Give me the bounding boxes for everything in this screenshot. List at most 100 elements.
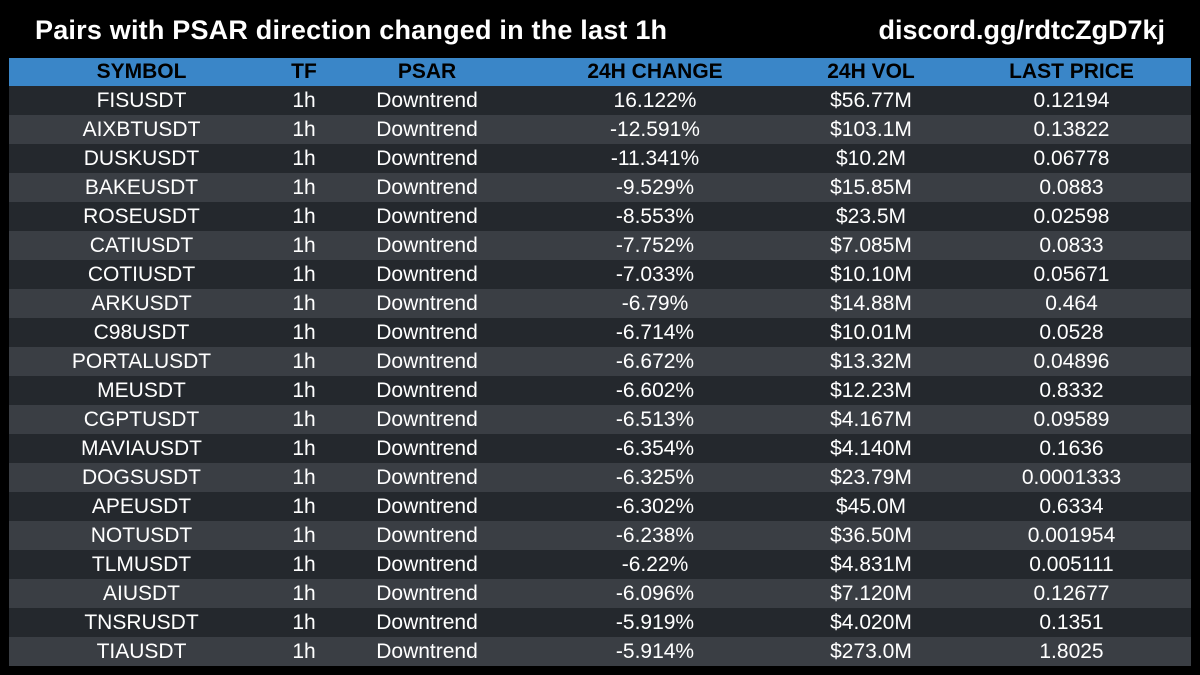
cell-volume-24h: $7.120M: [790, 579, 952, 608]
cell-symbol: MAVIAUSDT: [9, 434, 274, 463]
page-title: Pairs with PSAR direction changed in the…: [35, 15, 668, 45]
discord-link[interactable]: discord.gg/rdtcZgD7kj: [878, 15, 1165, 45]
cell-symbol: NOTUSDT: [9, 521, 274, 550]
cell-psar: Downtrend: [334, 202, 520, 231]
table-row: ARKUSDT 1h Downtrend -6.79% $14.88M 0.464: [9, 289, 1191, 318]
cell-tf: 1h: [274, 260, 334, 289]
cell-tf: 1h: [274, 637, 334, 666]
cell-last-price: 0.464: [952, 289, 1191, 318]
table-header-row: SYMBOL TF PSAR 24H CHANGE 24H VOL LAST PRICE: [9, 58, 1191, 86]
column-header-tf: TF: [274, 58, 334, 86]
cell-tf: 1h: [274, 86, 334, 115]
cell-volume-24h: $4.020M: [790, 608, 952, 637]
table-row: PORTALUSDT 1h Downtrend -6.672% $13.32M 0.048…: [9, 347, 1191, 376]
table-row: CATIUSDT 1h Downtrend -7.752% $7.085M 0.0833: [9, 231, 1191, 260]
cell-tf: 1h: [274, 231, 334, 260]
table-row: DOGSUSDT 1h Downtrend -6.325% $23.79M 0.00013…: [9, 463, 1191, 492]
cell-change-24h: -9.529%: [520, 173, 790, 202]
cell-volume-24h: $7.085M: [790, 231, 952, 260]
cell-volume-24h: $23.79M: [790, 463, 952, 492]
cell-psar: Downtrend: [334, 173, 520, 202]
cell-change-24h: -7.033%: [520, 260, 790, 289]
cell-tf: 1h: [274, 434, 334, 463]
cell-psar: Downtrend: [334, 318, 520, 347]
cell-last-price: 0.0883: [952, 173, 1191, 202]
cell-tf: 1h: [274, 579, 334, 608]
cell-tf: 1h: [274, 376, 334, 405]
cell-tf: 1h: [274, 318, 334, 347]
cell-psar: Downtrend: [334, 347, 520, 376]
table-row: TIAUSDT 1h Downtrend -5.914% $273.0M 1.8025: [9, 637, 1191, 666]
cell-last-price: 0.0833: [952, 231, 1191, 260]
cell-psar: Downtrend: [334, 231, 520, 260]
column-header-last-price: LAST PRICE: [952, 58, 1191, 86]
cell-psar: Downtrend: [334, 115, 520, 144]
cell-last-price: 0.05671: [952, 260, 1191, 289]
table-row: COTIUSDT 1h Downtrend -7.033% $10.10M 0.05671: [9, 260, 1191, 289]
cell-change-24h: -7.752%: [520, 231, 790, 260]
cell-change-24h: -8.553%: [520, 202, 790, 231]
cell-symbol: TNSRUSDT: [9, 608, 274, 637]
cell-last-price: 0.13822: [952, 115, 1191, 144]
cell-tf: 1h: [274, 173, 334, 202]
table-row: TNSRUSDT 1h Downtrend -5.919% $4.020M 0.1351: [9, 608, 1191, 637]
table-row: AIUSDT 1h Downtrend -6.096% $7.120M 0.12677: [9, 579, 1191, 608]
cell-psar: Downtrend: [334, 376, 520, 405]
cell-change-24h: -5.914%: [520, 637, 790, 666]
table-row: CGPTUSDT 1h Downtrend -6.513% $4.167M 0.09589: [9, 405, 1191, 434]
cell-change-24h: -6.714%: [520, 318, 790, 347]
cell-psar: Downtrend: [334, 86, 520, 115]
cell-tf: 1h: [274, 115, 334, 144]
cell-change-24h: -6.672%: [520, 347, 790, 376]
cell-volume-24h: $4.167M: [790, 405, 952, 434]
cell-symbol: AIUSDT: [9, 579, 274, 608]
cell-change-24h: -6.354%: [520, 434, 790, 463]
cell-volume-24h: $56.77M: [790, 86, 952, 115]
cell-symbol: COTIUSDT: [9, 260, 274, 289]
cell-psar: Downtrend: [334, 492, 520, 521]
cell-symbol: TLMUSDT: [9, 550, 274, 579]
table-row: AIXBTUSDT 1h Downtrend -12.591% $103.1M 0.138…: [9, 115, 1191, 144]
cell-tf: 1h: [274, 463, 334, 492]
column-header-volume-24h: 24H VOL: [790, 58, 952, 86]
cell-last-price: 0.6334: [952, 492, 1191, 521]
pairs-table: SYMBOL TF PSAR 24H CHANGE 24H VOL LAST PRICE …: [9, 58, 1191, 666]
cell-last-price: 0.12194: [952, 86, 1191, 115]
cell-last-price: 0.8332: [952, 376, 1191, 405]
cell-symbol: AIXBTUSDT: [9, 115, 274, 144]
cell-last-price: 0.001954: [952, 521, 1191, 550]
table-row: ROSEUSDT 1h Downtrend -8.553% $23.5M 0.02598: [9, 202, 1191, 231]
cell-last-price: 0.04896: [952, 347, 1191, 376]
cell-change-24h: -6.79%: [520, 289, 790, 318]
cell-tf: 1h: [274, 347, 334, 376]
cell-tf: 1h: [274, 289, 334, 318]
cell-volume-24h: $12.23M: [790, 376, 952, 405]
cell-symbol: MEUSDT: [9, 376, 274, 405]
cell-symbol: ROSEUSDT: [9, 202, 274, 231]
cell-tf: 1h: [274, 492, 334, 521]
cell-symbol: C98USDT: [9, 318, 274, 347]
cell-last-price: 0.0001333: [952, 463, 1191, 492]
table-row: DUSKUSDT 1h Downtrend -11.341% $10.2M 0.06778: [9, 144, 1191, 173]
cell-volume-24h: $23.5M: [790, 202, 952, 231]
cell-symbol: DUSKUSDT: [9, 144, 274, 173]
cell-volume-24h: $4.140M: [790, 434, 952, 463]
table-body: FISUSDT 1h Downtrend 16.122% $56.77M 0.12194 A…: [9, 86, 1191, 666]
cell-symbol: TIAUSDT: [9, 637, 274, 666]
cell-symbol: FISUSDT: [9, 86, 274, 115]
cell-volume-24h: $10.01M: [790, 318, 952, 347]
cell-symbol: CATIUSDT: [9, 231, 274, 260]
cell-psar: Downtrend: [334, 289, 520, 318]
cell-change-24h: -6.602%: [520, 376, 790, 405]
cell-tf: 1h: [274, 202, 334, 231]
cell-symbol: BAKEUSDT: [9, 173, 274, 202]
cell-last-price: 0.1636: [952, 434, 1191, 463]
cell-tf: 1h: [274, 405, 334, 434]
column-header-psar: PSAR: [334, 58, 520, 86]
cell-last-price: 0.02598: [952, 202, 1191, 231]
column-header-symbol: SYMBOL: [9, 58, 274, 86]
cell-change-24h: -11.341%: [520, 144, 790, 173]
cell-volume-24h: $14.88M: [790, 289, 952, 318]
column-header-change-24h: 24H CHANGE: [520, 58, 790, 86]
cell-change-24h: -5.919%: [520, 608, 790, 637]
